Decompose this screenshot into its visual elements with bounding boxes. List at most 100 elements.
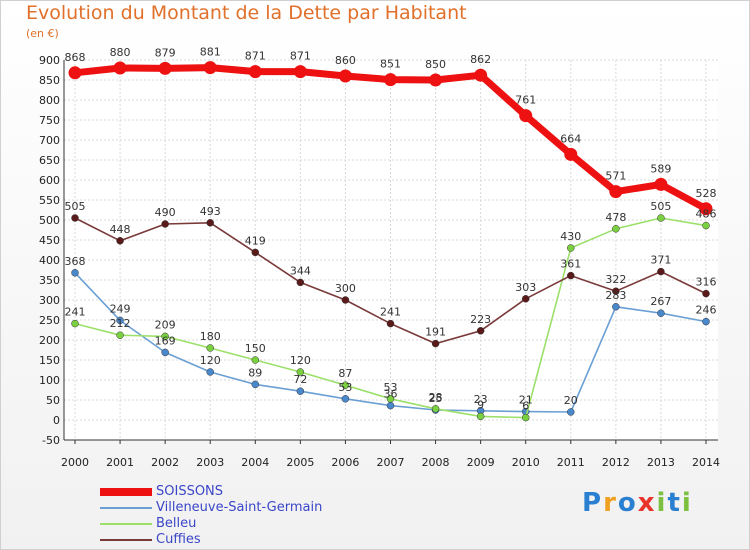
data-point	[206, 219, 214, 227]
data-label: 21	[519, 394, 533, 407]
data-point	[521, 295, 530, 303]
y-tick-label: 700	[39, 134, 60, 147]
data-label: 120	[200, 354, 221, 367]
data-label: 868	[65, 51, 86, 64]
x-tick-label: 2009	[467, 456, 495, 469]
data-point	[476, 412, 485, 421]
data-label: 761	[515, 94, 536, 107]
data-point	[474, 68, 488, 82]
legend-swatch	[100, 523, 152, 525]
data-label: 36	[384, 388, 398, 401]
data-point	[384, 73, 397, 87]
data-point	[251, 356, 260, 364]
data-point	[386, 395, 395, 403]
data-point	[206, 344, 214, 352]
data-point	[609, 185, 623, 199]
data-label: 505	[65, 200, 86, 213]
data-label: 371	[650, 254, 671, 267]
data-point	[564, 147, 578, 161]
logo-letter: i	[681, 488, 693, 518]
data-point	[71, 319, 79, 328]
y-tick-label: 250	[39, 314, 60, 327]
chart-title: Evolution du Montant de la Dette par Hab…	[26, 2, 467, 24]
legend-swatch	[100, 507, 152, 509]
logo-letter: t	[667, 488, 682, 518]
data-point	[699, 202, 713, 216]
data-point	[657, 214, 665, 222]
legend-label: SOISSONS	[156, 484, 224, 499]
data-label: 87	[338, 367, 352, 380]
logo-letter: x	[637, 488, 657, 518]
chart-subtitle: (en €)	[26, 27, 59, 40]
data-label: 528	[696, 187, 717, 200]
data-label: 303	[515, 281, 536, 294]
y-tick-label: 0	[53, 414, 60, 427]
data-label: 246	[696, 304, 717, 317]
x-tick-label: 2006	[331, 456, 359, 469]
data-point	[296, 368, 305, 376]
y-tick-label: 100	[39, 374, 60, 387]
data-label: 316	[696, 276, 717, 289]
data-point	[567, 408, 575, 416]
data-label: 486	[696, 208, 717, 221]
legend-swatch	[100, 539, 152, 541]
data-label: 120	[290, 354, 311, 367]
x-tick-label: 2007	[377, 456, 405, 469]
data-point	[296, 278, 305, 287]
data-point	[519, 109, 533, 123]
data-label: 344	[290, 264, 311, 277]
data-point	[203, 61, 217, 75]
y-tick-label: -50	[42, 434, 60, 447]
data-label: 223	[470, 313, 491, 326]
data-point	[386, 401, 395, 410]
data-point	[68, 66, 82, 80]
logo-letter: i	[656, 488, 668, 518]
data-label: 283	[605, 289, 626, 302]
data-point	[71, 214, 79, 222]
x-tick-label: 2004	[241, 456, 269, 469]
data-label: 589	[650, 162, 671, 175]
data-label: 505	[650, 200, 671, 213]
data-point	[161, 348, 169, 357]
data-point	[702, 221, 710, 230]
data-point	[702, 289, 710, 298]
logo-letter: r	[603, 488, 618, 518]
data-point	[612, 303, 620, 311]
data-label: 23	[474, 393, 488, 406]
data-label: 361	[560, 258, 581, 271]
data-label: 322	[605, 273, 626, 286]
proxiti-logo: Proxiti	[582, 488, 693, 518]
data-point	[431, 405, 440, 413]
y-tick-label: 200	[39, 334, 60, 347]
data-point	[341, 296, 350, 304]
legend-swatch	[100, 488, 152, 496]
data-point	[476, 327, 485, 335]
data-point	[567, 271, 575, 280]
data-label: 871	[290, 50, 311, 63]
data-point	[116, 331, 124, 339]
y-tick-label: 350	[39, 274, 60, 287]
legend-label: Belleu	[156, 516, 197, 531]
x-tick-label: 2014	[692, 456, 720, 469]
x-tick-label: 2003	[196, 456, 224, 469]
data-label: 241	[380, 306, 401, 319]
data-point	[251, 380, 260, 389]
data-label: 880	[110, 46, 131, 59]
data-point	[338, 69, 352, 83]
y-tick-label: 50	[46, 394, 60, 407]
x-tick-label: 2010	[512, 456, 540, 469]
logo-letter: o	[617, 488, 638, 518]
data-label: 879	[155, 46, 176, 59]
y-tick-label: 450	[39, 234, 60, 247]
data-point	[296, 387, 305, 395]
data-point	[612, 225, 620, 233]
data-label: 368	[65, 255, 86, 268]
data-point	[341, 395, 350, 403]
data-label: 493	[200, 205, 221, 218]
data-point	[161, 332, 169, 341]
data-label: 664	[560, 132, 581, 145]
data-point	[654, 177, 668, 191]
y-tick-label: 850	[39, 74, 60, 87]
x-tick-label: 2012	[602, 456, 630, 469]
